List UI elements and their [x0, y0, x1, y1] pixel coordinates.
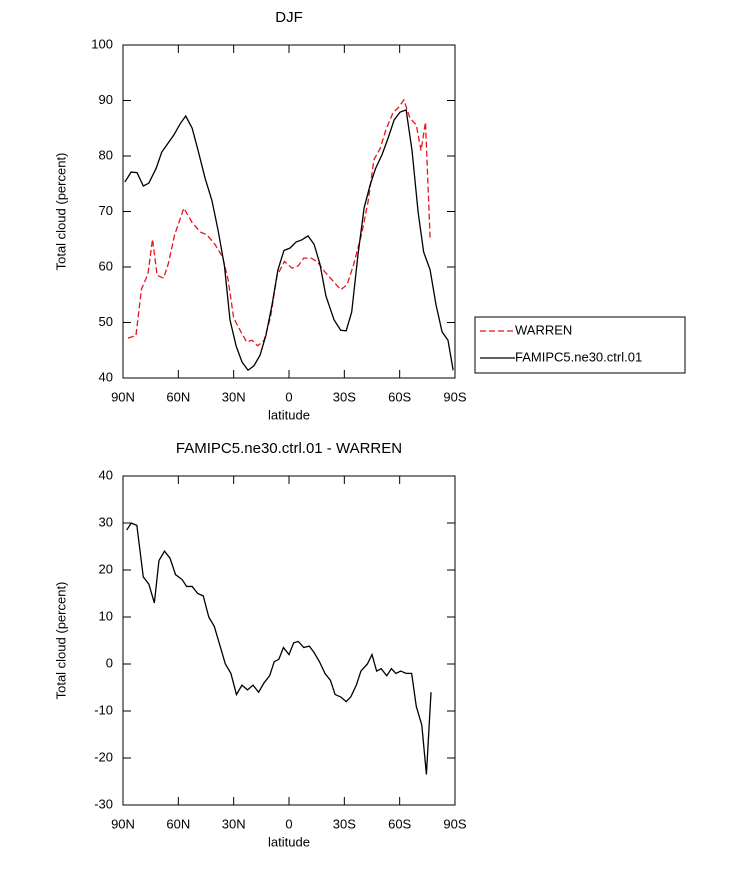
legend-label: FAMIPC5.ne30.ctrl.01 [515, 349, 642, 364]
x-tick-label: 90S [443, 389, 466, 404]
plot-frame [122, 44, 456, 379]
y-tick-label: -30 [94, 796, 113, 811]
y-tick-label: 10 [99, 608, 113, 623]
x-axis-label: latitude [268, 407, 310, 422]
x-tick-label: 60N [166, 816, 190, 831]
x-tick-label: 60N [166, 389, 190, 404]
y-tick-label: 60 [99, 258, 113, 273]
x-tick-label: 0 [285, 389, 292, 404]
x-tick-label: 30S [333, 816, 356, 831]
x-axis-label: latitude [268, 834, 310, 849]
y-tick-label: 50 [99, 314, 113, 329]
plot-frame [122, 475, 456, 806]
chart-title: FAMIPC5.ne30.ctrl.01 - WARREN [176, 440, 402, 457]
x-tick-label: 30N [222, 816, 246, 831]
y-tick-label: 40 [99, 467, 113, 482]
x-tick-label: 0 [285, 816, 292, 831]
x-tick-label: 30S [333, 389, 356, 404]
x-tick-label: 30N [222, 389, 246, 404]
data-line [126, 522, 432, 775]
chart-title: DJF [275, 9, 303, 26]
y-axis-label: Total cloud (percent) [53, 582, 68, 700]
y-tick-label: 70 [99, 203, 113, 218]
y-tick-label: 20 [99, 561, 113, 576]
x-tick-label: 60S [388, 816, 411, 831]
x-tick-label: 90N [111, 389, 135, 404]
y-tick-label: 0 [106, 655, 113, 670]
y-tick-label: 40 [99, 369, 113, 384]
y-tick-label: 30 [99, 514, 113, 529]
data-line [127, 98, 431, 347]
x-tick-label: 90N [111, 816, 135, 831]
legend-box [474, 316, 686, 374]
y-axis-label: Total cloud (percent) [53, 153, 68, 271]
x-tick-label: 90S [443, 816, 466, 831]
data-line [124, 109, 454, 372]
legend-label: WARREN [515, 322, 572, 337]
y-tick-label: 90 [99, 92, 113, 107]
x-tick-label: 60S [388, 389, 411, 404]
y-tick-label: 100 [91, 36, 113, 51]
y-tick-label: 80 [99, 147, 113, 162]
y-tick-label: -10 [94, 702, 113, 717]
y-tick-label: -20 [94, 749, 113, 764]
